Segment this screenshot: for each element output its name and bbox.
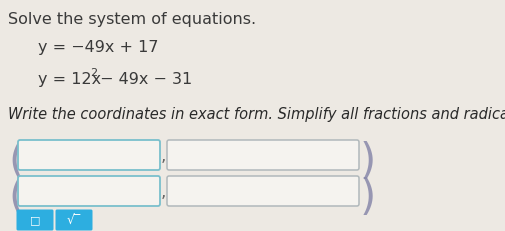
Text: − 49x − 31: − 49x − 31	[95, 72, 192, 87]
FancyBboxPatch shape	[18, 140, 160, 170]
Text: ,: ,	[161, 182, 166, 200]
Text: y = −49x + 17: y = −49x + 17	[38, 40, 159, 55]
FancyBboxPatch shape	[18, 176, 160, 206]
Text: Solve the system of equations.: Solve the system of equations.	[8, 12, 256, 27]
Text: y = 12x: y = 12x	[38, 72, 101, 87]
Text: (: (	[8, 176, 24, 218]
Text: Write the coordinates in exact form. Simplify all fractions and radicals.: Write the coordinates in exact form. Sim…	[8, 106, 505, 122]
Text: √‾: √‾	[67, 213, 81, 226]
Text: (: (	[8, 140, 24, 182]
FancyBboxPatch shape	[17, 210, 54, 231]
FancyBboxPatch shape	[56, 210, 92, 231]
Text: ): )	[360, 140, 376, 182]
Text: 2: 2	[90, 68, 97, 78]
Text: ,: ,	[161, 146, 166, 164]
FancyBboxPatch shape	[167, 140, 359, 170]
Text: □: □	[30, 214, 40, 224]
Text: ): )	[360, 176, 376, 218]
FancyBboxPatch shape	[167, 176, 359, 206]
